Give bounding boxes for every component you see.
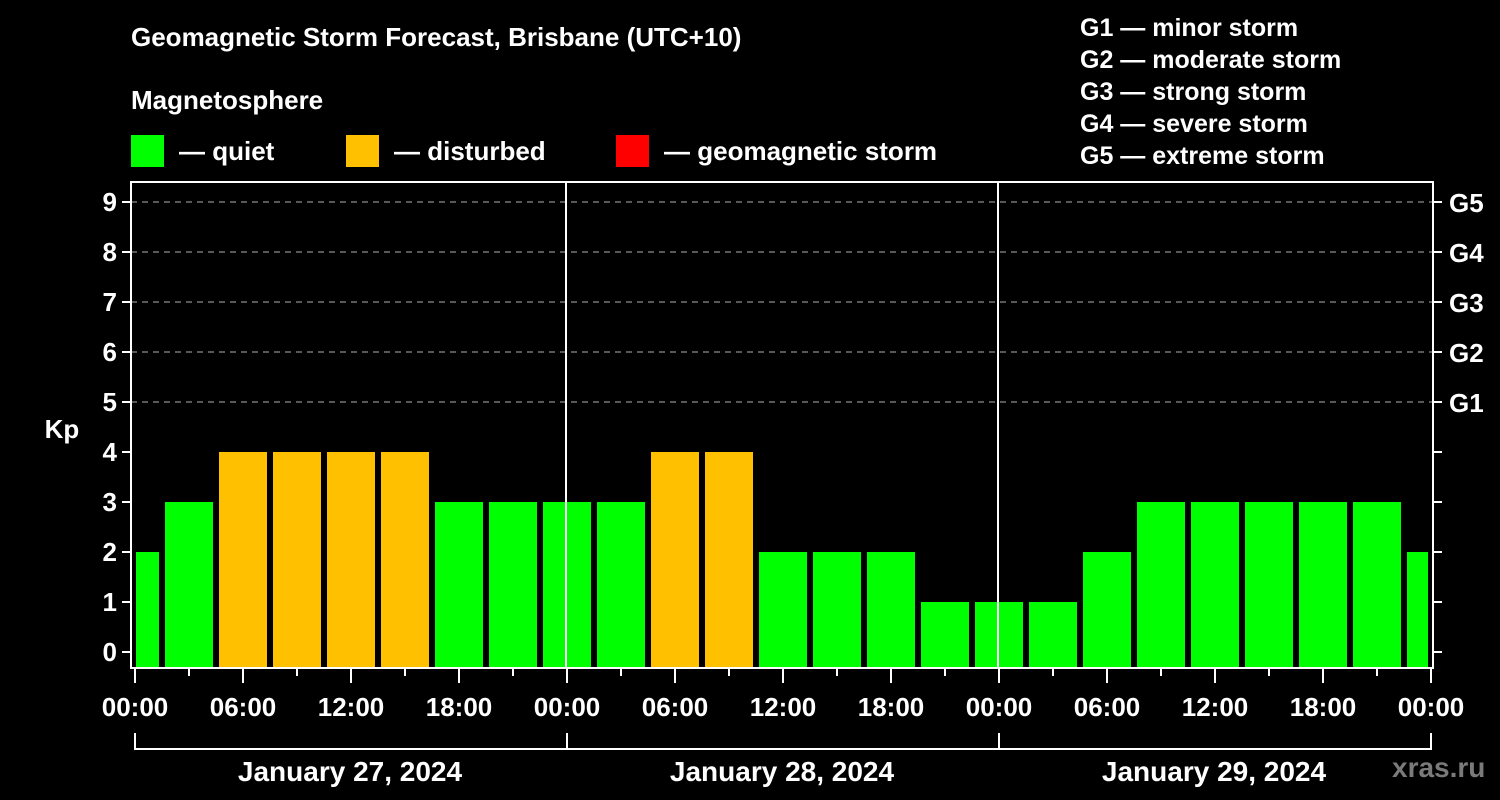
x-tick-label: 00:00 — [1398, 692, 1465, 722]
legend-storm: — geomagnetic storm — [616, 134, 937, 168]
x-tick-label: 18:00 — [1290, 692, 1357, 722]
kp-bar — [1407, 552, 1428, 667]
kp-bar — [165, 502, 213, 667]
y-axis-label: Kp — [45, 414, 80, 444]
y-tick-label: 9 — [103, 187, 117, 217]
kp-bar — [435, 502, 483, 667]
y-tick-label: 4 — [103, 437, 118, 467]
x-tick-label: 12:00 — [318, 692, 385, 722]
day-label: January 29, 2024 — [1102, 756, 1327, 787]
x-tick-label: 06:00 — [1074, 692, 1141, 722]
quiet-swatch-icon — [131, 135, 164, 167]
g-scale-item: G2 — moderate storm — [1080, 46, 1342, 74]
kp-bar — [219, 452, 267, 667]
g-tick-label: G5 — [1449, 188, 1484, 218]
x-tick-label: 18:00 — [426, 692, 493, 722]
y-tick-label: 7 — [103, 287, 117, 317]
kp-bar — [1137, 502, 1185, 667]
x-tick-label: 06:00 — [210, 692, 277, 722]
g-tick-label: G3 — [1449, 288, 1484, 318]
kp-bar — [381, 452, 429, 667]
kp-bar — [705, 452, 753, 667]
g-scale-item: G3 — strong storm — [1080, 78, 1307, 106]
legend-storm-label: — geomagnetic storm — [664, 135, 938, 166]
legend-quiet-label: — quiet — [179, 135, 275, 166]
x-tick-label: 12:00 — [750, 692, 817, 722]
legend-quiet: — quiet — [131, 134, 274, 168]
x-tick-label: 00:00 — [534, 692, 601, 722]
day-label: January 28, 2024 — [670, 756, 895, 787]
y-tick-label: 1 — [103, 587, 117, 617]
legend-disturbed: — disturbed — [346, 134, 546, 168]
y-tick-label: 8 — [103, 237, 117, 267]
legend-disturbed-label: — disturbed — [394, 135, 546, 166]
axes: 0 1 2 3 4 5 6 7 8 9 G1 G2 G3 G4 G5 00:00 06:00 12:00 18:00… — [102, 181, 1484, 787]
y-tick-label: 5 — [103, 387, 117, 417]
y-tick-label: 2 — [103, 537, 117, 567]
kp-bar — [597, 502, 645, 667]
kp-bar — [327, 452, 375, 667]
g-scale-legend: G1 — minor storm G2 — moderate storm G3 … — [1080, 12, 1341, 172]
kp-bar — [1245, 502, 1293, 667]
x-tick-label: 06:00 — [642, 692, 709, 722]
storm-swatch-icon — [616, 135, 649, 167]
chart-title: Geomagnetic Storm Forecast, Brisbane (UT… — [131, 22, 742, 52]
kp-bar — [1353, 502, 1401, 667]
chart-subtitle: Magnetosphere — [131, 85, 324, 115]
x-tick-label: 00:00 — [966, 692, 1033, 722]
g-scale-item: G5 — extreme storm — [1080, 142, 1325, 170]
y-tick-label: 3 — [103, 487, 117, 517]
kp-bar — [759, 552, 807, 667]
y-tick-label: 0 — [103, 637, 117, 667]
day-label: January 27, 2024 — [238, 756, 463, 787]
kp-bar — [651, 452, 699, 667]
kp-bar — [1299, 502, 1347, 667]
kp-bar — [136, 552, 159, 667]
grid-lines — [131, 201, 1433, 403]
kp-bar — [921, 602, 969, 667]
x-tick-label: 18:00 — [858, 692, 925, 722]
kp-bars — [136, 452, 1428, 667]
g-scale-item: G4 — severe storm — [1080, 110, 1308, 138]
g-scale-item: G1 — minor storm — [1080, 14, 1299, 42]
watermark: xras.ru — [1392, 752, 1486, 783]
disturbed-swatch-icon — [346, 135, 379, 167]
kp-bar — [813, 552, 861, 667]
x-tick-label: 00:00 — [102, 692, 169, 722]
g-tick-label: G2 — [1449, 338, 1484, 368]
kp-bar — [1029, 602, 1077, 667]
kp-bar — [867, 552, 915, 667]
y-tick-label: 6 — [103, 337, 117, 367]
kp-bar — [489, 502, 537, 667]
kp-bar — [273, 452, 321, 667]
g-tick-label: G4 — [1449, 238, 1484, 268]
kp-bar — [1083, 552, 1131, 667]
x-tick-label: 12:00 — [1182, 692, 1249, 722]
g-tick-label: G1 — [1449, 388, 1484, 418]
kp-bar — [1191, 502, 1239, 667]
